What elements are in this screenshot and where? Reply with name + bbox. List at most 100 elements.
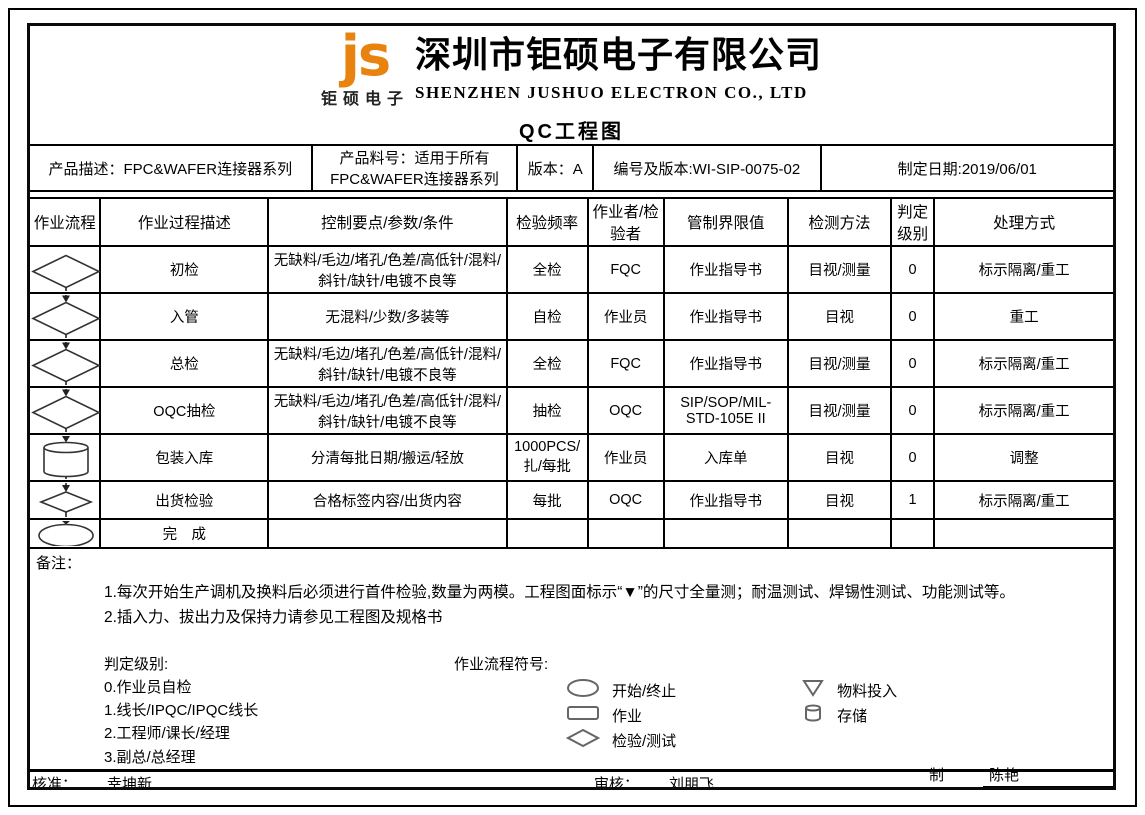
legend-item: 检验/测试 (565, 728, 676, 753)
review-label: 审核： (593, 776, 639, 790)
symbols-column-1: 开始/终止 作业 检验/测试 (565, 678, 676, 753)
control-limit-cell: 入库单 (662, 433, 790, 482)
control-points-cell: 无混料/少数/多装等 (267, 292, 508, 341)
draft-label: 制订： (929, 767, 945, 785)
handling-method-cell: 标示隔离/重工 (933, 339, 1113, 388)
judgment-level-cell: 0 (889, 292, 936, 341)
page-border: js 钜硕电子 深圳市钜硕电子有限公司 SHENZHEN JUSHUO ELEC… (8, 8, 1137, 807)
doc-number: 编号及版本:WI-SIP-0075-02 (592, 144, 822, 192)
remark-note-1: 1.每次开始生产调机及换料后必须进行首件检验,数量为两模。工程图面标示“▼”的尺… (104, 584, 1015, 601)
column-header-flow: 作业流程 (30, 197, 102, 247)
operation-rect-icon (566, 703, 600, 727)
flow-shape-diamond (30, 292, 102, 341)
approve-label: 核准： (32, 776, 78, 790)
legend-item: 物料投入 (801, 678, 897, 703)
control-limit-cell: 作业指导书 (662, 339, 790, 388)
symbols-title: 作业流程符号: (454, 655, 549, 673)
handling-method-cell: 标示隔离/重工 (933, 245, 1113, 294)
process-row: 包装入库 分清每批日期/搬运/轻放 1000PCS/扎/每批 作业员 入库单 目视 0 调整 (30, 433, 1113, 482)
start-end-ellipse-icon (566, 678, 600, 702)
judgment-level-0: 0.作业员自检 (104, 678, 192, 696)
handling-method-cell: 调整 (933, 433, 1113, 482)
flow-shape-diamond (30, 339, 102, 388)
process-row: 入管 无混料/少数/多装等 自检 作业员 作业指导书 目视 0 重工 (30, 292, 1113, 341)
process-table-body: 初检无缺料/毛边/堵孔/色差/高低针/混料/斜针/缺针/电镀不良等 全检 FQC 作业… (30, 245, 1113, 549)
column-header-limit: 管制界限值 (662, 197, 790, 247)
remarks-label: 备注： (36, 555, 82, 572)
material-input-triangle-icon (801, 678, 825, 702)
process-name-cell: 入管 (99, 292, 270, 341)
judgment-levels: 判定级别: 0.作业员自检 1.线长/IPQC/IPQC线长 2.工程师/课长/… (104, 653, 404, 769)
operator-cell: OQC (586, 480, 665, 520)
operator-cell: 作业员 (586, 292, 665, 341)
symbols-column-2: 物料投入 存储 (801, 678, 897, 753)
draft-section: 制订： 陈艳 (929, 764, 1113, 787)
judgment-level-cell: 0 (889, 386, 936, 435)
logo-subtext: 钜硕电子 (320, 91, 409, 108)
version: 版本：A (516, 144, 595, 192)
column-header-method: 检测方法 (787, 197, 892, 247)
inspection-method-cell: 目视 (787, 292, 892, 341)
handling-method-cell: 重工 (933, 292, 1113, 341)
judgment-level-cell: 0 (889, 433, 936, 482)
control-points-cell: 无缺料/毛边/堵孔/色差/高低针/混料/斜针/缺针/电镀不良等 (267, 386, 508, 435)
handling-method-cell: 标示隔离/重工 (933, 386, 1113, 435)
judgment-level-cell: 0 (889, 245, 936, 294)
column-header-process: 作业过程描述 (99, 197, 270, 247)
flow-shape-diamond (30, 386, 102, 435)
process-row: 出货检验 合格标签内容/出货内容 每批 OQC 作业指导书 目视 1 标示隔离/重工 (30, 480, 1113, 520)
inspection-frequency-cell: 每批 (505, 480, 589, 520)
control-points-cell: 分清每批日期/搬运/轻放 (267, 433, 508, 482)
control-limit-cell: SIP/SOP/MIL-STD-105E II (662, 386, 790, 435)
company-names: 深圳市钜硕电子有限公司 SHENZHEN JUSHUO ELECTRON CO.… (415, 31, 822, 103)
process-name-cell: OQC抽检 (99, 386, 270, 435)
draft-name: 陈艳 (983, 764, 1113, 787)
judgment-level-cell: 0 (889, 339, 936, 388)
inspection-method-cell (787, 518, 892, 549)
process-row: 完 成 (30, 518, 1113, 549)
inspection-frequency-cell: 全检 (505, 339, 589, 388)
info-bar: 产品描述：FPC&WAFER连接器系列 产品料号：适用于所有 FPC&WAFER… (30, 144, 1113, 192)
page-title: QC工程图 (519, 121, 624, 143)
inspection-method-cell: 目视/测量 (787, 245, 892, 294)
flow-shape-diamond (30, 245, 102, 294)
legend-label: 存储 (837, 707, 868, 725)
legend-label: 物料投入 (837, 682, 898, 700)
product-description: 产品描述：FPC&WAFER连接器系列 (30, 144, 313, 192)
column-header-frequency: 检验频率 (505, 197, 589, 247)
remark-note-2: 2.插入力、拔出力及保持力请参见工程图及规格书 (104, 608, 443, 626)
column-header-level: 判定级别 (889, 197, 936, 247)
operator-cell: OQC (586, 386, 665, 435)
approval-footer: 核准： 幸坤新 审核： 刘朋飞 制订： 陈艳 (30, 767, 1113, 790)
storage-cylinder-icon (801, 703, 825, 727)
qc-process-table: 作业流程 作业过程描述 控制要点/参数/条件 检验频率 作业者/检验者 管制界限… (30, 197, 1113, 549)
inspection-frequency-cell: 1000PCS/扎/每批 (505, 433, 589, 482)
review-section: 审核： 刘朋飞 (593, 773, 929, 790)
remarks-section: 备注： 1.每次开始生产调机及换料后必须进行首件检验,数量为两模。工程图面标示“… (30, 549, 1113, 769)
process-name-cell: 初检 (99, 245, 270, 294)
column-header-control: 控制要点/参数/条件 (267, 197, 508, 247)
legend-row: 判定级别: 0.作业员自检 1.线长/IPQC/IPQC线长 2.工程师/课长/… (36, 653, 1107, 769)
table-header-row: 作业流程 作业过程描述 控制要点/参数/条件 检验频率 作业者/检验者 管制界限… (30, 197, 1113, 247)
flow-shape-diamond-small (30, 480, 102, 520)
issue-date: 制定日期:2019/06/01 (819, 144, 1113, 192)
handling-method-cell (933, 518, 1113, 549)
judgment-level-1: 1.线长/IPQC/IPQC线长 (104, 702, 259, 720)
document-header: js 钜硕电子 深圳市钜硕电子有限公司 SHENZHEN JUSHUO ELEC… (30, 26, 1113, 144)
operator-cell: FQC (586, 339, 665, 388)
brand-block: js 钜硕电子 深圳市钜硕电子有限公司 SHENZHEN JUSHUO ELEC… (30, 29, 1113, 109)
control-points-cell (267, 518, 508, 549)
operator-cell (586, 518, 665, 549)
process-name-cell: 完 成 (99, 518, 270, 549)
part-number: 产品料号：适用于所有 FPC&WAFER连接器系列 (310, 144, 519, 192)
legend-label: 作业 (612, 707, 643, 725)
judgment-level-cell (889, 518, 936, 549)
handling-method-cell: 标示隔离/重工 (933, 480, 1113, 520)
column-header-handling: 处理方式 (933, 197, 1113, 247)
review-name: 刘朋飞 (663, 773, 833, 787)
approve-section: 核准： 幸坤新 (32, 773, 594, 790)
company-name-cn: 深圳市钜硕电子有限公司 (415, 35, 823, 75)
control-limit-cell (662, 518, 790, 549)
process-name-cell: 包装入库 (99, 433, 270, 482)
process-name-cell: 出货检验 (99, 480, 270, 520)
